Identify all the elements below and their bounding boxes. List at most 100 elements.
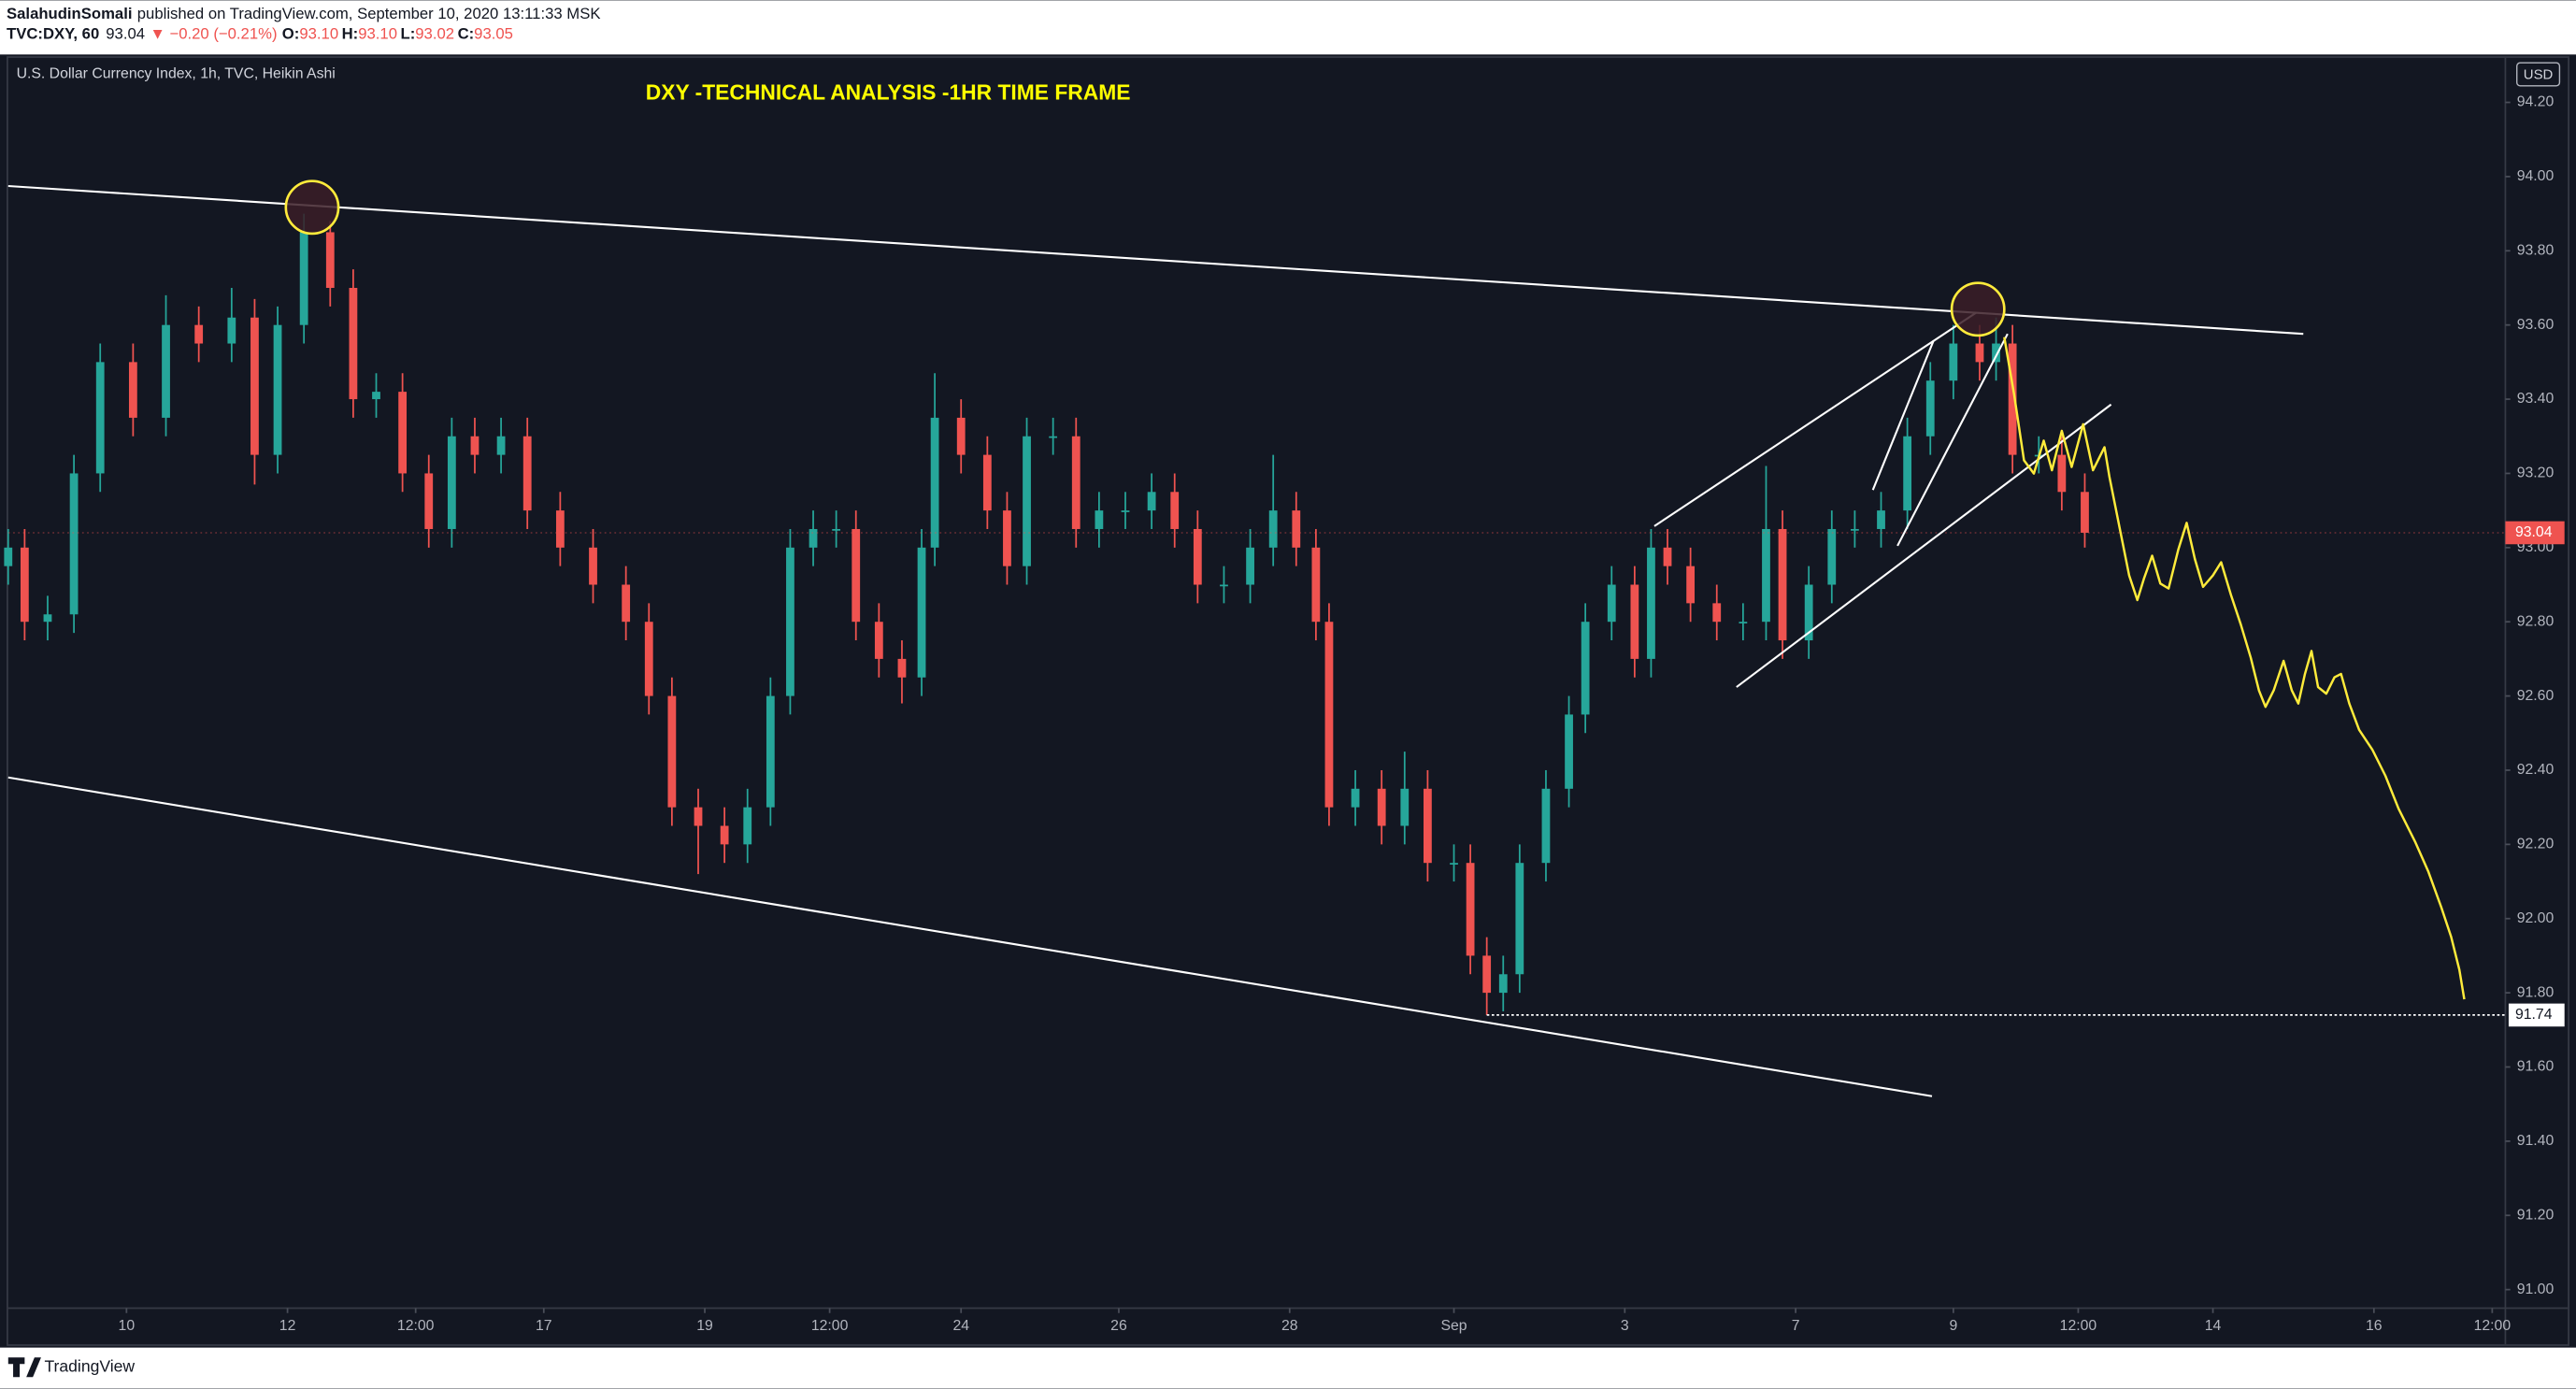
x-tick-label: 19 (696, 1318, 713, 1334)
candle-body (589, 547, 597, 585)
candle-body (128, 362, 137, 418)
wedge-line (1896, 333, 2009, 547)
wedge-line (1736, 403, 2112, 688)
last-price-label: 93.04 (2515, 524, 2553, 540)
candle-body (1975, 343, 1984, 363)
projection-path (2003, 337, 2466, 1000)
y-tick-label: 91.40 (2517, 1133, 2555, 1149)
candle-body (1647, 547, 1655, 659)
candle-body (1739, 622, 1748, 623)
candle-body (95, 362, 105, 474)
candle-body (1220, 584, 1228, 587)
highlight-circle (284, 179, 340, 236)
x-tick-label: 12:00 (397, 1318, 435, 1334)
candle-body (1170, 492, 1180, 529)
x-tick-label: 17 (536, 1318, 552, 1334)
currency: USD (2524, 66, 2554, 82)
candle-body (644, 622, 653, 696)
candle-body (1377, 788, 1386, 826)
candle-body (1541, 788, 1551, 864)
candle-body (982, 454, 992, 511)
ohlc-value: 93.10 (299, 25, 338, 43)
x-tick-label: 10 (119, 1318, 136, 1334)
candle-body (743, 807, 752, 845)
candle-body (1049, 436, 1058, 438)
ohlc-label: O: (282, 25, 300, 43)
currency-box[interactable] (2516, 62, 2561, 87)
x-tick-label: 28 (1281, 1318, 1298, 1334)
x-tick-label: 12:00 (2474, 1318, 2512, 1334)
candle-body (1400, 788, 1410, 826)
candle-body (398, 392, 408, 474)
candle-body (622, 584, 631, 623)
candle-body (1663, 547, 1672, 566)
candle-body (930, 417, 939, 548)
header-line: SalahudinSomali published on TradingView.… (7, 6, 600, 23)
candle-body (667, 695, 677, 808)
candle-body (496, 436, 506, 455)
x-tick-label: 14 (2205, 1318, 2222, 1334)
candle-body (1565, 714, 1573, 789)
y-tick-label: 91.80 (2517, 984, 2555, 1000)
candle-body (1925, 380, 1935, 437)
level-label: 91.74 (2515, 1007, 2553, 1023)
candle-body (2081, 492, 2089, 533)
x-tick-label: 7 (1792, 1318, 1800, 1334)
last-price-box (2505, 521, 2565, 545)
candle-body (1482, 955, 1492, 994)
candle-body (1292, 510, 1301, 548)
candle-body (2057, 454, 2067, 493)
candle-body (766, 695, 775, 808)
candle-body (1450, 863, 1458, 865)
symbol: TVC:DXY, 60 (7, 25, 99, 43)
candle-body (1630, 584, 1639, 659)
candle-body (1121, 510, 1130, 512)
candle-body (325, 232, 335, 288)
candle-body (20, 547, 29, 623)
candle-body (1850, 528, 1859, 531)
candle-body (69, 473, 79, 615)
annotations (7, 179, 2466, 1097)
candle-body (897, 658, 907, 678)
candle-body (1424, 788, 1432, 864)
level-box (2508, 1003, 2565, 1027)
chart-legend: U.S. Dollar Currency Index, 1h, TVC, Hei… (17, 66, 336, 82)
candle-body (227, 317, 236, 344)
candle-body (1581, 622, 1590, 715)
y-tick-label: 93.60 (2517, 317, 2555, 333)
y-tick-label: 91.00 (2517, 1282, 2555, 1297)
candle-body (1311, 547, 1321, 623)
candle-body (372, 392, 380, 400)
wedge-line (1653, 311, 1978, 527)
candle-body (1147, 492, 1156, 511)
x-tick-label: 9 (1949, 1318, 1957, 1334)
candle-body (470, 436, 479, 455)
candle-body (250, 317, 259, 455)
y-tick-label: 92.20 (2517, 837, 2555, 852)
y-tick-label: 93.40 (2517, 391, 2555, 407)
candle-body (1466, 863, 1475, 956)
candle-body (1903, 436, 1912, 511)
candle-body (1778, 528, 1787, 641)
candle-body (1324, 622, 1334, 808)
ohlc-label: H: (342, 25, 359, 43)
candle-body (43, 614, 52, 623)
x-tick-label: 26 (1110, 1318, 1127, 1334)
candle-body (1877, 510, 1885, 529)
y-tick-label: 92.00 (2517, 910, 2555, 926)
candle-body (1686, 566, 1696, 604)
candle-body (874, 622, 883, 659)
y-tick-label: 91.20 (2517, 1207, 2555, 1223)
candle-body (1246, 547, 1254, 585)
candle-body (2008, 343, 2017, 455)
candle-body (1827, 528, 1837, 585)
author: SalahudinSomali (7, 6, 132, 23)
candle-body (273, 324, 282, 455)
brand-icon (7, 1357, 41, 1378)
axes: 91.00 91.20 91.40 91.60 91.80 92.00 92.20 92.40… (119, 94, 2565, 1334)
trend-line (7, 184, 2304, 336)
x-tick-label: 16 (2366, 1318, 2383, 1334)
candle-body (522, 436, 532, 511)
x-tick-label: 12 (279, 1318, 296, 1334)
